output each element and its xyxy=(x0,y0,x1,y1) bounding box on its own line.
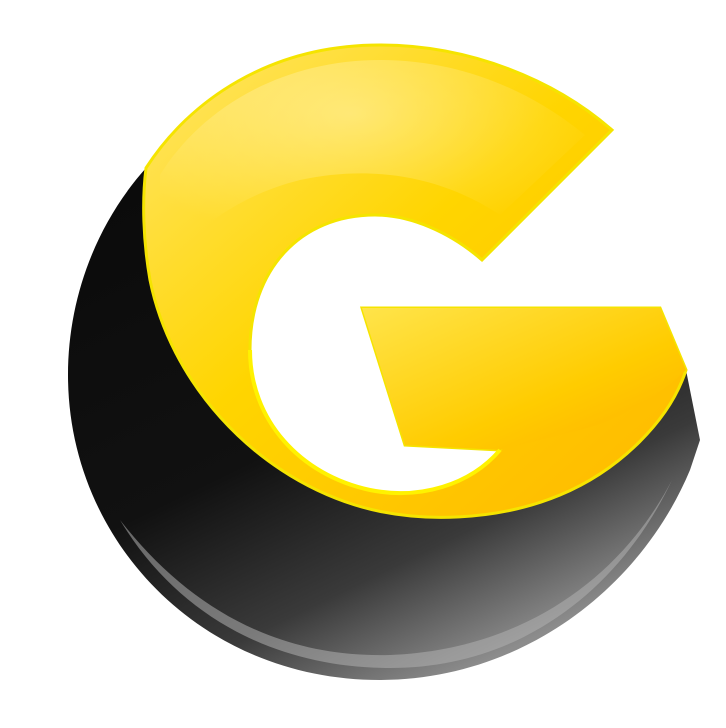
yellow-inner-edge xyxy=(248,349,502,495)
yellow-gloss xyxy=(160,60,585,275)
yellow-crossbar xyxy=(362,308,686,450)
black-swoosh xyxy=(68,168,700,680)
black-rim-shine xyxy=(120,480,672,668)
